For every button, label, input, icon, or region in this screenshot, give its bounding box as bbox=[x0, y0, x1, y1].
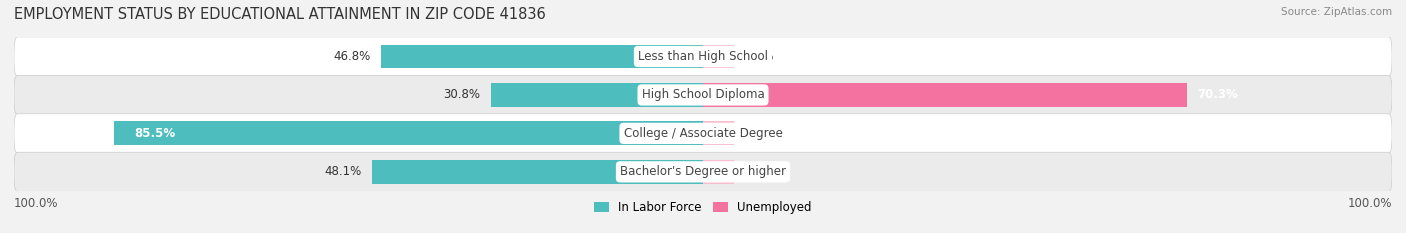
Bar bbox=[114, 121, 703, 145]
FancyBboxPatch shape bbox=[14, 152, 1392, 192]
Bar bbox=[381, 45, 703, 69]
Text: EMPLOYMENT STATUS BY EDUCATIONAL ATTAINMENT IN ZIP CODE 41836: EMPLOYMENT STATUS BY EDUCATIONAL ATTAINM… bbox=[14, 7, 546, 22]
Text: 70.3%: 70.3% bbox=[1198, 89, 1239, 101]
Text: 0.0%: 0.0% bbox=[744, 127, 773, 140]
Legend: In Labor Force, Unemployed: In Labor Force, Unemployed bbox=[589, 197, 817, 219]
Text: Source: ZipAtlas.com: Source: ZipAtlas.com bbox=[1281, 7, 1392, 17]
Text: 0.0%: 0.0% bbox=[744, 50, 773, 63]
FancyBboxPatch shape bbox=[14, 37, 1392, 76]
Text: 100.0%: 100.0% bbox=[1347, 197, 1392, 210]
Text: 85.5%: 85.5% bbox=[135, 127, 176, 140]
Bar bbox=[703, 160, 734, 184]
Text: 30.8%: 30.8% bbox=[443, 89, 481, 101]
Text: College / Associate Degree: College / Associate Degree bbox=[624, 127, 782, 140]
FancyBboxPatch shape bbox=[14, 75, 1392, 115]
Text: 48.1%: 48.1% bbox=[323, 165, 361, 178]
Text: Less than High School: Less than High School bbox=[638, 50, 768, 63]
Text: 0.0%: 0.0% bbox=[744, 165, 773, 178]
Bar bbox=[703, 83, 1187, 107]
Text: 46.8%: 46.8% bbox=[333, 50, 370, 63]
FancyBboxPatch shape bbox=[14, 114, 1392, 153]
Text: 100.0%: 100.0% bbox=[14, 197, 59, 210]
Bar bbox=[703, 45, 734, 69]
Bar bbox=[491, 83, 703, 107]
Bar bbox=[703, 121, 734, 145]
Text: High School Diploma: High School Diploma bbox=[641, 89, 765, 101]
Bar bbox=[371, 160, 703, 184]
Text: Bachelor's Degree or higher: Bachelor's Degree or higher bbox=[620, 165, 786, 178]
